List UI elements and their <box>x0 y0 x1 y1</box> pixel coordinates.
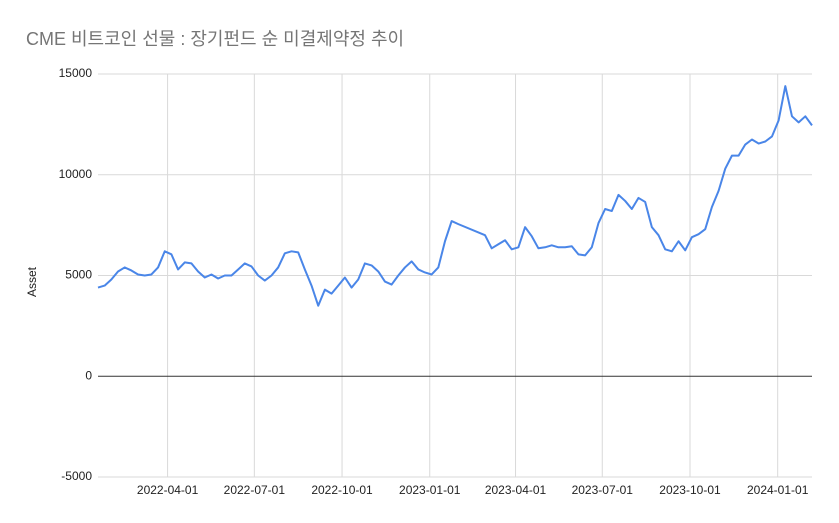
x-tick-label: 2023-04-01 <box>485 483 547 497</box>
y-tick-label: -5000 <box>61 469 92 483</box>
x-tick-label: 2024-01-01 <box>747 483 809 497</box>
x-tick-label: 2023-10-01 <box>659 483 721 497</box>
x-tick-label: 2022-04-01 <box>137 483 199 497</box>
x-tick-label: 2023-01-01 <box>399 483 461 497</box>
y-tick-label: 0 <box>85 368 92 382</box>
x-tick-label: 2022-10-01 <box>311 483 373 497</box>
x-tick-label: 2023-07-01 <box>572 483 634 497</box>
y-axis-label: Asset <box>25 266 39 297</box>
y-tick-label: 15000 <box>59 66 93 80</box>
x-tick-label: 2022-07-01 <box>224 483 286 497</box>
y-tick-label: 10000 <box>59 167 93 181</box>
data-line <box>97 85 813 307</box>
y-tick-label: 5000 <box>65 268 92 282</box>
chart-title: CME 비트코인 선물 : 장기펀드 순 미결제약정 추이 <box>26 29 404 49</box>
